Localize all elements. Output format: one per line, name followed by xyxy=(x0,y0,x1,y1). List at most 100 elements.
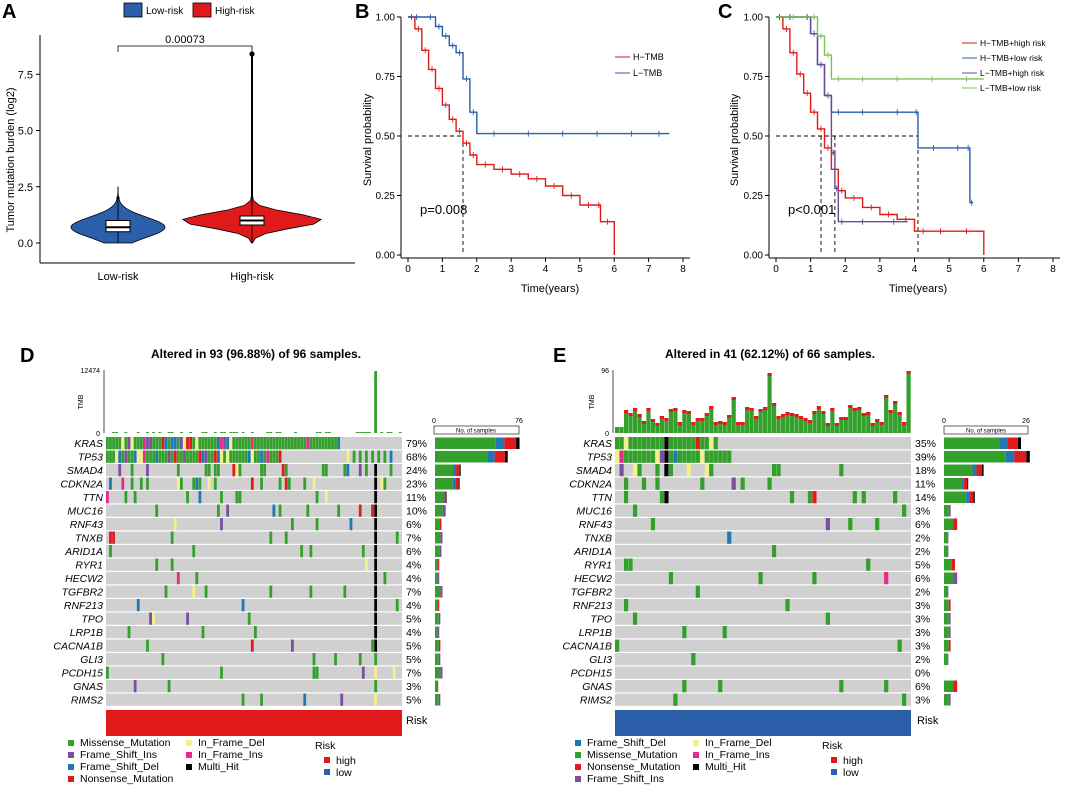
legend-swatch xyxy=(68,764,74,770)
mutation-cell xyxy=(325,491,328,503)
legend-swatch xyxy=(68,776,74,782)
mutation-cell xyxy=(149,437,152,449)
legend-label: Missense_Mutation xyxy=(80,737,171,749)
mutation-cell xyxy=(125,437,128,449)
tmb-bar xyxy=(202,432,205,433)
mutation-cell xyxy=(655,437,659,449)
mutation-cell xyxy=(165,451,168,463)
risk-annotation-bar xyxy=(106,710,402,736)
mutation-cell xyxy=(208,478,211,490)
tmb-bar-top xyxy=(651,419,655,422)
km-xtick-label: 2 xyxy=(474,264,480,275)
tmb-bar xyxy=(251,432,254,433)
count-bar-seg xyxy=(999,438,1007,450)
mutation-cell xyxy=(146,451,149,463)
tmb-bar-top xyxy=(853,408,857,411)
mutation-cell xyxy=(137,599,140,611)
mutation-cell xyxy=(202,626,205,638)
legend-label: In_Frame_Ins xyxy=(198,749,263,761)
mutation-cell xyxy=(106,491,109,503)
km-ytick-label: 1.00 xyxy=(744,13,764,24)
mutation-cell xyxy=(772,464,776,476)
legend-label: Multi_Hit xyxy=(705,761,746,773)
tmb-bar xyxy=(214,432,217,433)
mutation-cell xyxy=(396,599,399,611)
mutation-cell xyxy=(682,680,686,692)
mutation-cell xyxy=(898,640,902,652)
mutation-cell xyxy=(651,451,655,463)
mutation-cell xyxy=(875,518,879,530)
panel-d-label: D xyxy=(20,345,34,367)
panel-c: C Survival probability Time(years) 0.000… xyxy=(718,1,1060,295)
mutation-cell xyxy=(131,478,134,490)
mutation-cell xyxy=(199,437,202,449)
km-curve-1 xyxy=(776,17,973,203)
panel-e-count-label: No. of samples xyxy=(966,429,1006,435)
oncoplot-row-bg xyxy=(106,505,402,517)
tmb-bar xyxy=(325,432,328,433)
panel-a-ytick-label: 7.5 xyxy=(18,69,33,81)
mutation-cell xyxy=(269,437,272,449)
mutation-cell xyxy=(211,437,214,449)
mutation-cell xyxy=(183,451,186,463)
legend-risk-low: low xyxy=(843,767,859,779)
count-bar-seg xyxy=(453,465,456,477)
mutation-cell xyxy=(319,437,322,449)
panel-b-pvalue: p=0.008 xyxy=(420,202,467,217)
panel-d-tmb-label: TMB xyxy=(78,394,85,409)
mutation-cell xyxy=(186,613,189,625)
mutation-cell xyxy=(205,464,208,476)
tmb-bar-top xyxy=(835,423,839,426)
mutation-cell xyxy=(325,437,328,449)
oncoplot-row-bg xyxy=(106,478,402,490)
legend-label: Nonsense_Mutation xyxy=(587,761,681,773)
mutation-cell xyxy=(839,680,843,692)
tmb-bar xyxy=(785,412,789,433)
count-bar xyxy=(944,681,954,693)
mutation-cell xyxy=(285,437,288,449)
mutation-cell xyxy=(723,626,727,638)
panel-a-ytick-label: 2.5 xyxy=(18,182,33,194)
tmb-bar xyxy=(898,412,902,433)
mutation-cell xyxy=(171,451,174,463)
mutation-cell xyxy=(303,694,306,706)
mutation-cell xyxy=(236,437,239,449)
mutation-cell xyxy=(377,451,380,463)
count-bar-seg xyxy=(947,546,948,558)
mutation-cell xyxy=(664,491,668,503)
mutation-cell xyxy=(168,437,171,449)
count-bar-seg xyxy=(969,492,973,504)
gene-label: TTN xyxy=(83,492,104,504)
mutation-cell xyxy=(131,451,134,463)
gene-pct-label: 4% xyxy=(406,600,421,612)
tmb-bar xyxy=(180,432,183,433)
count-bar-seg xyxy=(443,505,446,517)
count-bar-seg xyxy=(974,492,975,504)
mutation-cell xyxy=(186,451,189,463)
gene-pct-label: 5% xyxy=(406,641,421,653)
panel-b-label: B xyxy=(355,1,369,23)
gene-label: HECW2 xyxy=(65,573,103,585)
mutation-cell xyxy=(380,478,383,490)
mutation-cell xyxy=(714,451,718,463)
legend-swatch xyxy=(186,740,192,746)
count-bar-seg xyxy=(947,586,948,598)
tmb-bar-top xyxy=(848,405,852,408)
mutation-cell xyxy=(362,667,365,679)
mutation-cell xyxy=(171,437,174,449)
mutation-cell xyxy=(260,694,263,706)
gene-label: RYR1 xyxy=(584,560,612,572)
mutation-cell xyxy=(615,437,619,449)
count-bar-seg xyxy=(949,505,951,517)
mutation-cell xyxy=(313,667,316,679)
tmb-bar xyxy=(276,432,279,433)
oncoplot-row-bg xyxy=(106,559,402,571)
mutation-cell xyxy=(374,613,377,625)
tmb-bar xyxy=(387,432,390,433)
tmb-bar xyxy=(359,432,362,433)
mutation-cell xyxy=(303,437,306,449)
km-ytick-label: 0.25 xyxy=(744,191,764,202)
mutation-cell xyxy=(790,491,794,503)
tmb-bar-top xyxy=(781,414,785,417)
tmb-bar xyxy=(232,432,235,433)
